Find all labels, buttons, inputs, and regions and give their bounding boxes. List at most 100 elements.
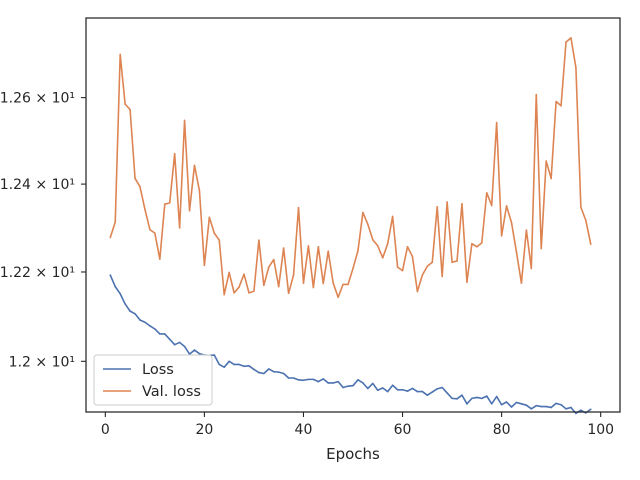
data-point-val-loss xyxy=(500,234,503,237)
data-point-val-loss xyxy=(381,257,384,259)
y-tick-label: 1.22 × 10¹ xyxy=(0,265,75,281)
data-point-loss xyxy=(228,360,230,363)
data-point-val-loss xyxy=(560,104,562,107)
x-axis-label: Epochs xyxy=(326,445,380,463)
data-point-loss xyxy=(302,379,305,382)
data-point-loss xyxy=(570,406,572,409)
data-point-val-loss xyxy=(401,269,404,272)
data-point-loss xyxy=(272,370,275,373)
data-point-loss xyxy=(312,378,315,381)
data-point-val-loss xyxy=(208,216,211,219)
data-point-val-loss xyxy=(263,284,265,287)
data-point-loss xyxy=(520,403,523,405)
data-point-val-loss xyxy=(159,258,161,260)
data-point-val-loss xyxy=(124,103,126,105)
data-point-loss xyxy=(168,338,171,341)
data-point-loss xyxy=(248,365,250,367)
data-point-val-loss xyxy=(154,232,156,234)
series-line-loss xyxy=(109,274,592,415)
data-point-val-loss xyxy=(267,266,270,268)
x-tick-label: 80 xyxy=(493,422,511,438)
data-point-loss xyxy=(292,377,295,379)
x-axis: 0 20 40 60 80 100 xyxy=(101,412,614,438)
data-point-val-loss xyxy=(248,292,250,294)
data-point-loss xyxy=(525,404,528,406)
data-point-val-loss xyxy=(580,206,582,209)
data-point-loss xyxy=(307,378,310,381)
data-point-loss xyxy=(322,378,325,380)
data-point-val-loss xyxy=(515,251,518,253)
data-point-loss xyxy=(223,366,226,368)
data-point-loss xyxy=(287,377,290,379)
data-point-val-loss xyxy=(213,232,216,234)
data-point-loss xyxy=(173,343,176,346)
data-point-val-loss xyxy=(342,283,344,286)
y-axis: 1.2 × 10¹ 1.22 × 10¹ 1.24 × 10¹ 1.26 × 10¹ xyxy=(0,91,86,370)
data-point-val-loss xyxy=(223,293,226,296)
data-point-loss xyxy=(277,371,280,373)
data-point-loss xyxy=(253,368,255,371)
data-point-val-loss xyxy=(243,273,245,276)
data-point-val-loss xyxy=(297,206,300,209)
series-points-loss xyxy=(109,274,592,415)
legend: Loss Val. loss xyxy=(93,354,213,406)
data-point-val-loss xyxy=(218,239,221,241)
data-point-loss xyxy=(510,406,513,408)
data-point-val-loss xyxy=(476,245,478,248)
data-point-loss xyxy=(163,333,166,335)
data-point-loss xyxy=(376,389,379,392)
data-point-val-loss xyxy=(535,93,538,96)
data-point-loss xyxy=(347,385,349,387)
y-tick-label: 1.2 × 10¹ xyxy=(9,354,75,370)
data-point-val-loss xyxy=(322,282,325,285)
data-point-val-loss xyxy=(258,239,260,241)
data-point-loss xyxy=(114,285,117,288)
y-tick-label: 1.26 × 10¹ xyxy=(0,91,75,107)
data-point-loss xyxy=(218,363,221,366)
data-point-loss xyxy=(589,408,592,411)
data-point-loss xyxy=(267,368,270,370)
data-point-loss xyxy=(332,382,334,384)
data-point-loss xyxy=(119,292,121,295)
data-point-loss xyxy=(466,403,468,405)
data-point-val-loss xyxy=(188,209,191,212)
data-point-val-loss xyxy=(495,121,498,124)
data-point-val-loss xyxy=(525,229,528,231)
data-point-loss xyxy=(362,382,364,384)
data-point-loss xyxy=(476,396,478,399)
data-point-loss xyxy=(213,354,216,356)
data-point-val-loss xyxy=(386,242,389,245)
data-point-loss xyxy=(456,398,458,400)
data-point-val-loss xyxy=(253,290,255,292)
data-point-loss xyxy=(490,403,493,405)
data-point-loss xyxy=(580,409,582,411)
data-point-val-loss xyxy=(540,247,543,250)
data-point-loss xyxy=(485,395,488,397)
data-point-val-loss xyxy=(233,292,235,294)
data-point-val-loss xyxy=(327,250,330,252)
data-point-val-loss xyxy=(555,100,557,103)
data-point-loss xyxy=(238,363,240,366)
data-point-loss xyxy=(416,390,419,393)
data-point-loss xyxy=(337,380,339,383)
data-point-val-loss xyxy=(376,245,379,247)
data-point-loss xyxy=(431,391,434,393)
data-point-val-loss xyxy=(337,296,339,299)
data-point-val-loss xyxy=(485,192,488,194)
data-point-val-loss xyxy=(193,164,196,167)
data-point-loss xyxy=(461,394,463,397)
data-point-val-loss xyxy=(282,247,285,249)
data-point-loss xyxy=(134,312,136,315)
data-point-val-loss xyxy=(421,274,424,276)
data-point-val-loss xyxy=(149,228,151,231)
data-point-val-loss xyxy=(545,160,547,162)
data-point-loss xyxy=(124,303,126,305)
data-point-val-loss xyxy=(565,41,567,43)
data-point-val-loss xyxy=(114,221,117,223)
data-point-val-loss xyxy=(287,292,290,295)
data-point-val-loss xyxy=(357,249,359,252)
data-point-loss xyxy=(495,395,498,398)
data-point-val-loss xyxy=(352,267,354,270)
data-point-val-loss xyxy=(575,66,577,69)
data-point-val-loss xyxy=(198,189,201,192)
